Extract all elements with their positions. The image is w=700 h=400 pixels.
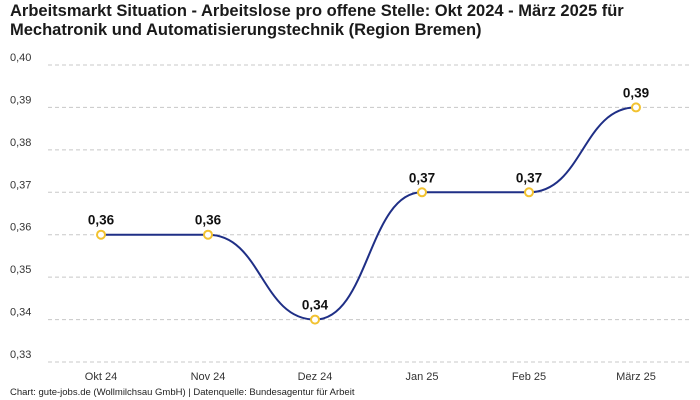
y-tick-label: 0,33: [10, 349, 31, 361]
y-tick-label: 0,34: [10, 307, 31, 319]
data-labels: 0,36 0,36 0,34 0,37 0,37 0,39: [88, 85, 649, 312]
x-tick-label: Feb 25: [512, 371, 546, 383]
data-label: 0,36: [88, 213, 115, 228]
y-axis-ticks: 0,33 0,34 0,35 0,36 0,37 0,38 0,39 0,40: [10, 52, 31, 361]
y-tick-label: 0,39: [10, 94, 31, 106]
y-tick-label: 0,38: [10, 137, 31, 149]
y-tick-label: 0,40: [10, 52, 31, 64]
x-tick-label: März 25: [616, 371, 656, 383]
data-point: [631, 102, 641, 113]
x-axis-ticks: Okt 24 Nov 24 Dez 24 Jan 25 Feb 25 März 25: [85, 371, 656, 383]
data-point: [96, 229, 106, 240]
y-tick-label: 0,37: [10, 179, 31, 191]
series-line: [101, 106, 637, 321]
x-tick-label: Okt 24: [85, 371, 117, 383]
chart-title: Arbeitsmarkt Situation - Arbeitslose pro…: [10, 2, 624, 39]
data-label: 0,34: [302, 298, 329, 313]
x-tick-label: Jan 25: [405, 371, 438, 383]
data-label: 0,36: [195, 213, 222, 228]
y-tick-label: 0,35: [10, 264, 31, 276]
x-tick-label: Dez 24: [298, 371, 333, 383]
gridlines: [48, 64, 690, 363]
data-point: [203, 229, 213, 240]
chart-source: Chart: gute-jobs.de (Wollmilchsau GmbH) …: [10, 387, 355, 398]
data-points: [96, 102, 641, 325]
data-label: 0,37: [516, 170, 542, 185]
data-point: [417, 187, 427, 198]
x-tick-label: Nov 24: [191, 371, 226, 383]
y-tick-label: 0,36: [10, 222, 31, 234]
data-label: 0,39: [623, 85, 649, 100]
data-point: [310, 314, 320, 325]
data-point: [524, 187, 534, 198]
data-label: 0,37: [409, 170, 435, 185]
